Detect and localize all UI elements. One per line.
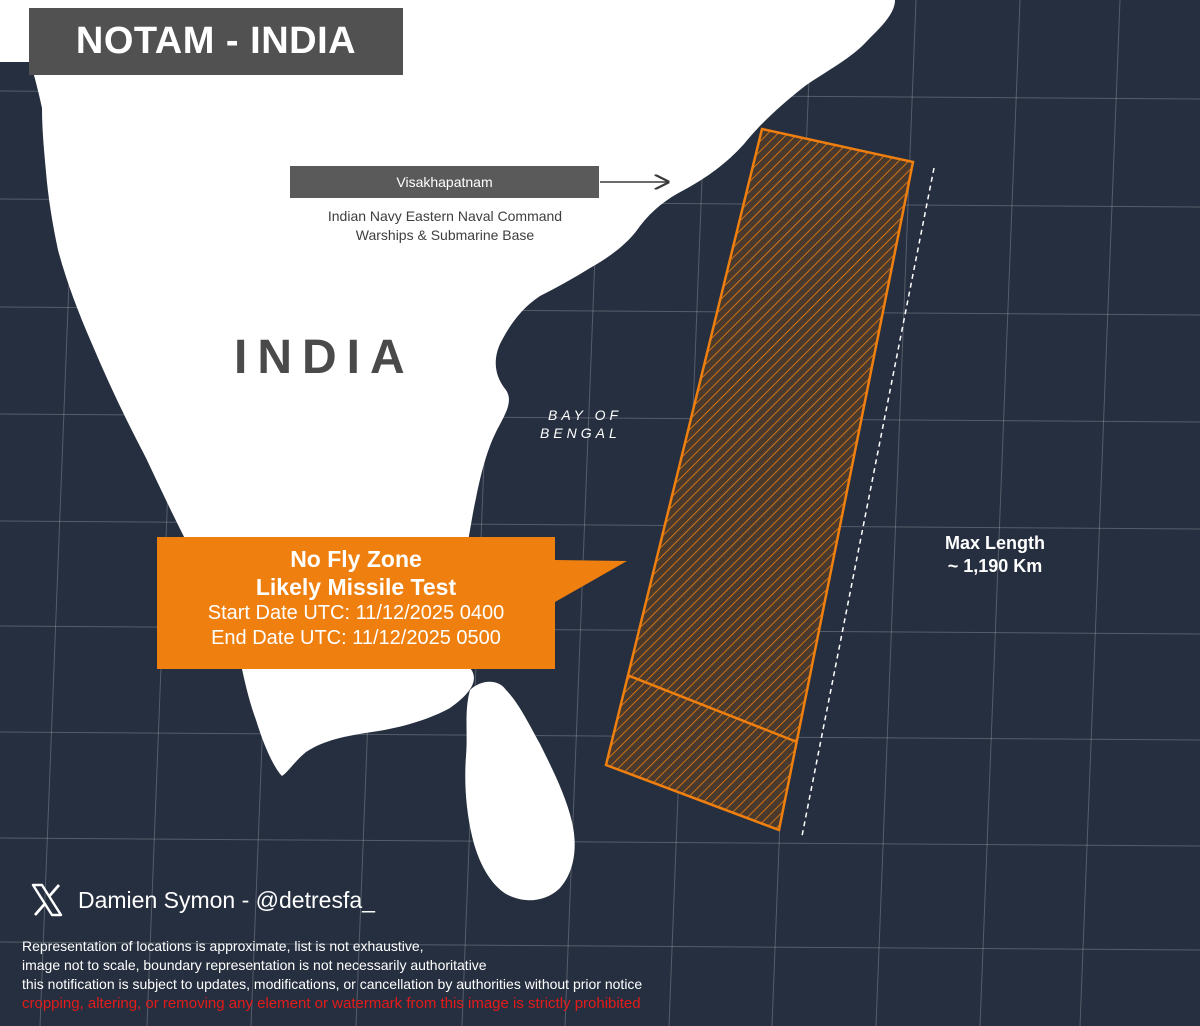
- x-logo-icon: [31, 883, 63, 917]
- disclaimer-block: Representation of locations is approxima…: [22, 937, 642, 1013]
- city-description-line-2: Warships & Submarine Base: [355, 227, 535, 243]
- sea-label-line-2: BENGAL: [540, 425, 621, 441]
- title-banner: NOTAM - INDIA: [29, 8, 403, 75]
- author-credit: Damien Symon - @detresfa_: [30, 883, 375, 917]
- grid-parallel: [0, 837, 1200, 847]
- max-length-measure-line: [801, 167, 935, 837]
- grid-parallel: [0, 941, 1200, 951]
- no-fly-zone-callout: No Fly Zone Likely Missile Test Start Da…: [157, 537, 555, 669]
- city-label-box: Visakhapatnam: [290, 166, 599, 198]
- city-name: Visakhapatnam: [396, 174, 493, 190]
- callout-tail: [555, 560, 627, 602]
- max-length-title: Max Length: [944, 533, 1045, 553]
- grid-meridian: [979, 0, 1021, 1026]
- city-description: Indian Navy Eastern Naval Command Warshi…: [300, 207, 590, 245]
- no-fly-zone-inner-division: [626, 673, 798, 744]
- callout-end-date: End Date UTC: 11/12/2025 0500: [211, 627, 501, 649]
- page-title: NOTAM - INDIA: [75, 20, 357, 62]
- sea-label-line-1: BAY OF: [548, 407, 623, 423]
- max-length-value: ~ 1,190 Km: [947, 556, 1043, 576]
- sri-lanka-landmass: [465, 681, 575, 901]
- city-description-line-1: Indian Navy Eastern Naval Command: [327, 208, 563, 224]
- disclaimer-line-2: image not to scale, boundary representat…: [22, 957, 487, 973]
- disclaimer-line-1: Representation of locations is approxima…: [22, 938, 424, 954]
- callout-heading: No Fly Zone: [290, 546, 422, 572]
- disclaimer-warning: cropping, altering, or removing any elem…: [22, 995, 641, 1012]
- grid-meridian: [1079, 0, 1121, 1026]
- country-label: INDIA: [234, 331, 415, 384]
- callout-start-date: Start Date UTC: 11/12/2025 0400: [207, 602, 505, 624]
- sea-label: BAY OF BENGAL: [540, 406, 622, 442]
- callout-subheading: Likely Missile Test: [255, 574, 457, 600]
- max-length-label: Max Length ~ 1,190 Km: [920, 532, 1070, 578]
- author-name: Damien Symon - @detresfa_: [78, 886, 375, 913]
- no-fly-zone-area: [604, 127, 915, 832]
- grid-parallel: [0, 731, 1200, 741]
- disclaimer-line-3: this notification is subject to updates,…: [22, 976, 643, 992]
